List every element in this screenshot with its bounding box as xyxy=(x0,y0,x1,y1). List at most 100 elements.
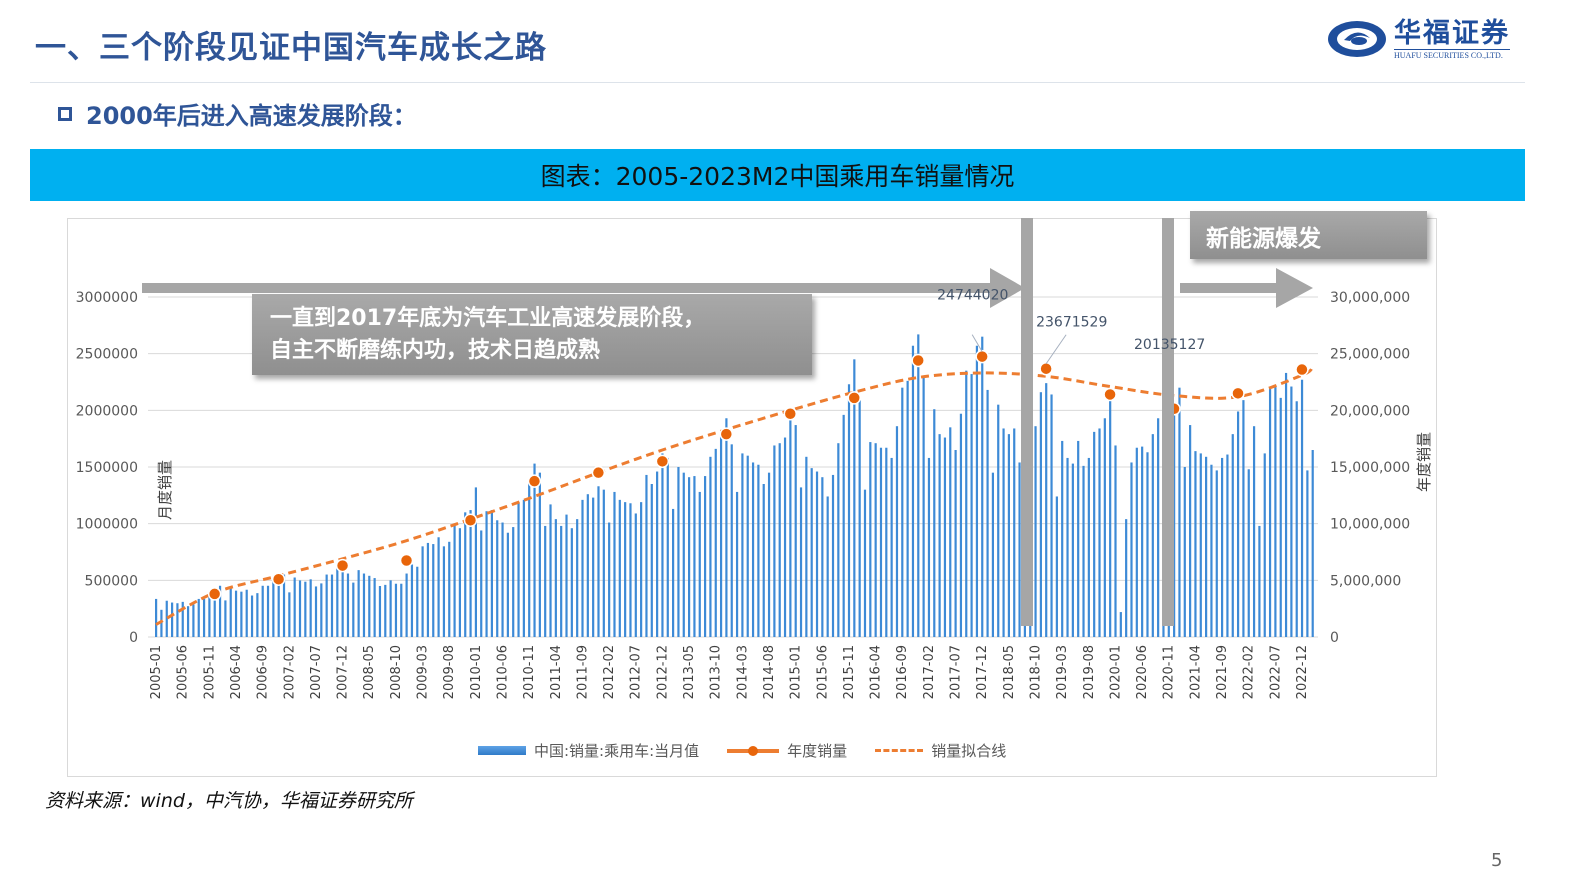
right-arrow-shape xyxy=(1180,268,1313,308)
monthly-sales-bar xyxy=(719,434,723,637)
monthly-sales-bar xyxy=(762,484,765,637)
monthly-sales-bar xyxy=(1199,453,1202,637)
x-tick-label: 2010-01 xyxy=(469,645,484,699)
monthly-sales-bar xyxy=(1135,447,1138,637)
monthly-sales-bar xyxy=(954,450,957,637)
monthly-sales-bar xyxy=(751,462,755,637)
monthly-sales-bar xyxy=(176,603,179,637)
monthly-sales-bar xyxy=(799,487,803,637)
monthly-sales-bar xyxy=(837,443,840,637)
x-tick-label: 2022-12 xyxy=(1295,645,1310,699)
monthly-sales-bar xyxy=(1125,519,1128,637)
logo-text-cn: 华福证券 xyxy=(1394,17,1510,49)
monthly-sales-bar xyxy=(533,463,536,637)
section-subtitle: 2000年后进入高速发展阶段： xyxy=(58,96,417,131)
monthly-sales-bar xyxy=(544,525,547,637)
monthly-sales-bar xyxy=(1039,392,1042,637)
x-tick-label: 2017-07 xyxy=(949,645,964,699)
monthly-sales-bar xyxy=(709,456,712,637)
monthly-sales-bar xyxy=(831,474,835,637)
left-arrow-shape xyxy=(142,268,1025,308)
x-tick-label: 2013-05 xyxy=(682,645,697,699)
monthly-sales-bar xyxy=(911,345,915,637)
monthly-sales-bar xyxy=(624,502,627,637)
monthly-sales-bar xyxy=(410,564,414,637)
x-tick-label: 2015-06 xyxy=(815,645,830,699)
monthly-sales-bar xyxy=(815,471,819,637)
monthly-sales-bar xyxy=(927,457,931,637)
monthly-sales-bar xyxy=(421,546,424,637)
monthly-sales-bar xyxy=(885,447,888,637)
monthly-sales-bar xyxy=(592,497,595,637)
monthly-sales-bar xyxy=(357,570,360,637)
monthly-sales-bar xyxy=(672,508,675,637)
monthly-sales-bar xyxy=(847,384,851,637)
monthly-sales-bar xyxy=(1050,394,1053,637)
left-tick-label: 3000000 xyxy=(76,290,138,306)
monthly-sales-bar xyxy=(618,499,621,637)
x-tick-label: 2006-09 xyxy=(256,645,271,699)
monthly-sales-bar xyxy=(528,481,531,637)
annotation-leader xyxy=(971,334,983,352)
monthly-sales-bar xyxy=(1242,400,1245,637)
monthly-sales-bar xyxy=(560,525,563,637)
monthly-sales-bar xyxy=(1114,445,1117,637)
monthly-sales-bar xyxy=(186,606,190,637)
monthly-sales-bar xyxy=(224,600,227,637)
monthly-sales-bar xyxy=(991,472,995,637)
monthly-sales-bar xyxy=(277,573,280,637)
monthly-sales-bar xyxy=(917,334,920,637)
monthly-sales-bar xyxy=(256,593,259,637)
monthly-sales-bar xyxy=(746,455,749,637)
x-tick-label: 2013-10 xyxy=(709,645,724,699)
monthly-sales-bar xyxy=(464,512,467,637)
monthly-sales-bar xyxy=(1268,386,1272,637)
x-tick-label: 2010-06 xyxy=(495,645,510,699)
monthly-sales-bar xyxy=(490,510,493,637)
monthly-sales-bar xyxy=(1311,450,1314,637)
monthly-sales-bar xyxy=(773,445,776,637)
monthly-sales-bar xyxy=(1098,428,1101,637)
monthly-sales-bar xyxy=(735,491,739,637)
monthly-sales-bar xyxy=(821,477,824,637)
monthly-sales-bar xyxy=(938,434,941,637)
annual-sales-point xyxy=(271,572,286,586)
monthly-sales-bar xyxy=(725,418,728,637)
monthly-sales-bar xyxy=(320,583,323,637)
monthly-sales-bar xyxy=(1236,411,1240,637)
monthly-sales-bar xyxy=(970,374,973,637)
monthly-sales-bar xyxy=(570,528,573,637)
monthly-sales-bar xyxy=(362,573,366,637)
monthly-sales-bar xyxy=(426,542,430,637)
monthly-sales-bar xyxy=(170,602,174,637)
monthly-sales-bar xyxy=(245,589,248,637)
monthly-sales-bar xyxy=(474,487,477,637)
monthly-sales-bar xyxy=(416,566,419,637)
legend-label-annual: 年度销量 xyxy=(787,742,848,760)
x-tick-label: 2014-03 xyxy=(735,645,750,699)
monthly-sales-bar xyxy=(234,590,238,637)
monthly-sales-bar xyxy=(949,427,952,637)
monthly-sales-bar xyxy=(698,491,701,637)
page-title: 一、三个阶段见证中国汽车成长之路 xyxy=(35,30,547,66)
monthly-sales-bar xyxy=(453,523,456,637)
monthly-sales-bar xyxy=(1119,612,1122,637)
monthly-sales-bar xyxy=(432,544,435,637)
monthly-sales-bar xyxy=(325,574,328,637)
monthly-sales-bar xyxy=(1258,525,1261,637)
annual-sales-point xyxy=(1295,362,1309,377)
monthly-sales-bar xyxy=(458,528,462,637)
monthly-sales-bar xyxy=(981,336,984,637)
monthly-sales-bar xyxy=(202,598,206,637)
annual-sales-point xyxy=(1039,361,1053,376)
monthly-sales-bar xyxy=(965,370,968,637)
monthly-sales-bar xyxy=(384,584,387,637)
monthly-sales-bar xyxy=(341,559,344,637)
x-tick-label: 2022-02 xyxy=(1242,645,1257,699)
monthly-sales-bar xyxy=(895,426,899,637)
monthly-sales-bar xyxy=(155,598,158,637)
monthly-sales-bar xyxy=(261,585,264,637)
monthly-sales-bar xyxy=(805,456,808,637)
monthly-sales-bar xyxy=(549,504,552,637)
callout-box: 一直到2017年底为汽车工业高速发展阶段， 自主不断磨练内功，技术日趋成熟 xyxy=(252,294,812,375)
